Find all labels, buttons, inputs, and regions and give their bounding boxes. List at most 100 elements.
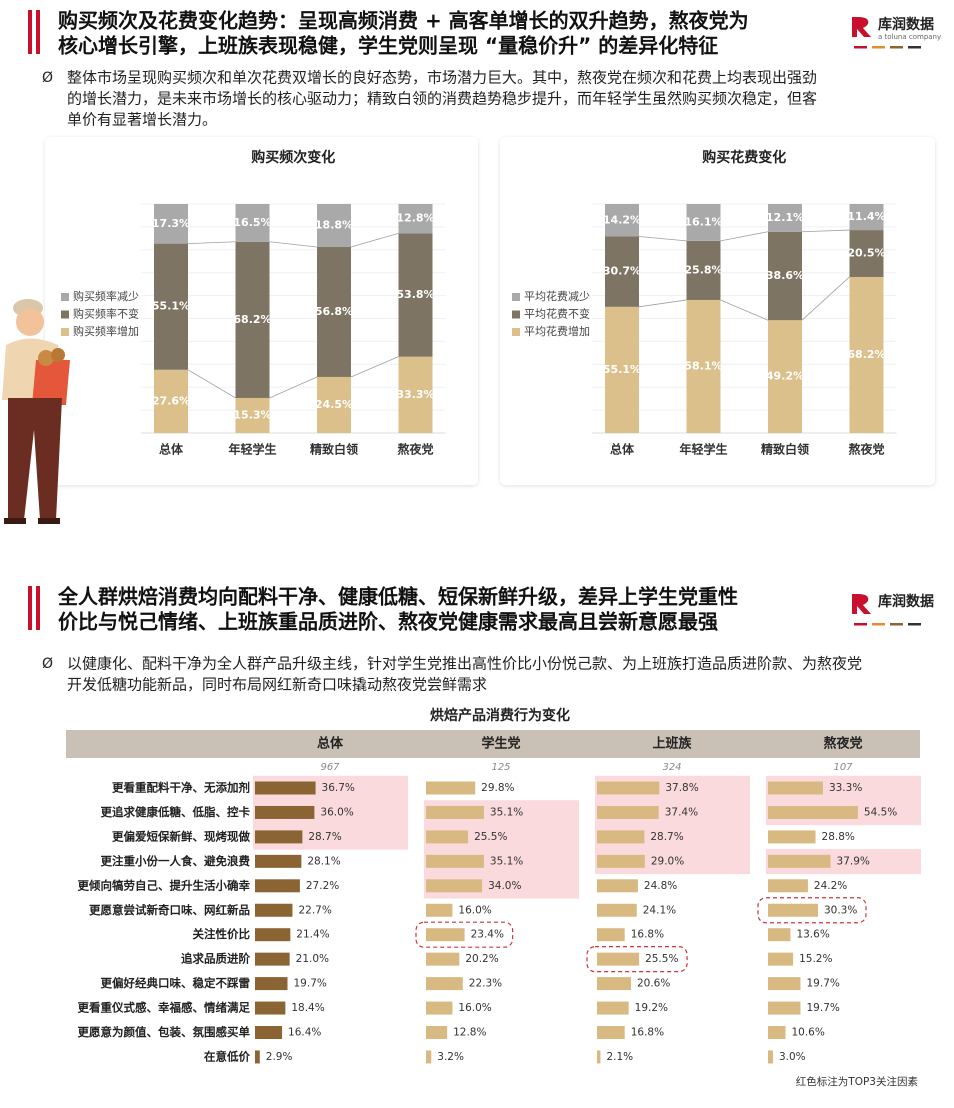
value-label: 19.2% bbox=[635, 1002, 668, 1014]
legend-label: 购买频率增加 bbox=[73, 324, 139, 338]
bar bbox=[426, 952, 460, 966]
illustration bbox=[2, 299, 70, 524]
value-label: 28.1% bbox=[307, 855, 340, 867]
section-title: 核心增长引擎，上班族表现稳健，学生党则呈现 “量稳价升” 的差异化特征 bbox=[58, 34, 718, 58]
sample-size: 324 bbox=[662, 762, 681, 773]
value-label: 24.1% bbox=[643, 904, 676, 916]
value-label: 16.8% bbox=[631, 1027, 664, 1039]
value-label: 16.0% bbox=[458, 1002, 491, 1014]
value-label: 37.9% bbox=[837, 855, 870, 867]
connector bbox=[720, 299, 769, 321]
summary-text: 开发低糖功能新品，同时布局网红新奇口味撬动熬夜党尝鲜需求 bbox=[67, 676, 487, 694]
bar bbox=[255, 952, 290, 966]
bar bbox=[768, 952, 794, 966]
legend-swatch bbox=[512, 293, 520, 301]
legend-swatch bbox=[512, 328, 520, 336]
bar-segment bbox=[686, 240, 721, 300]
logo-dash bbox=[908, 46, 921, 49]
bar bbox=[768, 879, 808, 893]
bar bbox=[255, 1050, 260, 1064]
bar bbox=[255, 879, 300, 893]
value-label: 37.8% bbox=[665, 782, 698, 794]
bar bbox=[768, 805, 858, 819]
value-label: 13.6% bbox=[796, 929, 829, 941]
bar-segment bbox=[398, 356, 433, 433]
logo-icon bbox=[852, 594, 871, 614]
x-tick-label: 年轻学生 bbox=[228, 442, 276, 457]
bar bbox=[426, 854, 484, 868]
row-label: 在意低价 bbox=[204, 1049, 250, 1063]
logo-name: 库润数据 bbox=[878, 593, 934, 610]
accent-bar bbox=[28, 586, 32, 630]
connector bbox=[269, 376, 318, 399]
legend-swatch bbox=[61, 293, 69, 301]
bar-segment bbox=[849, 276, 884, 433]
sample-size: 125 bbox=[491, 762, 510, 773]
value-label: 23.4% bbox=[471, 929, 504, 941]
value-label: 16.8% bbox=[631, 929, 664, 941]
legend-swatch bbox=[61, 310, 69, 319]
value-label: 49.2% bbox=[766, 370, 804, 383]
connector bbox=[350, 356, 399, 378]
legend-label: 平均花费不变 bbox=[524, 307, 590, 321]
value-label: 19.7% bbox=[294, 978, 327, 990]
bar bbox=[426, 830, 469, 844]
value-label: 24.8% bbox=[644, 880, 677, 892]
bar bbox=[255, 781, 316, 795]
value-label: 20.6% bbox=[637, 978, 670, 990]
connector bbox=[801, 229, 850, 233]
value-label: 25.5% bbox=[645, 953, 678, 965]
bar-segment bbox=[768, 231, 802, 321]
bar bbox=[768, 830, 816, 844]
bar bbox=[426, 879, 483, 893]
value-label: 25.5% bbox=[474, 831, 507, 843]
value-label: 12.8% bbox=[453, 1027, 486, 1039]
connector bbox=[187, 369, 236, 399]
bar bbox=[255, 854, 302, 868]
bar bbox=[768, 1050, 773, 1064]
value-label: 12.8% bbox=[396, 212, 434, 225]
logo-dash bbox=[908, 623, 921, 626]
value-label: 37.4% bbox=[665, 806, 698, 818]
bar bbox=[255, 1026, 283, 1039]
row-label: 更愿意为颜值、包装、氛围感买单 bbox=[78, 1025, 251, 1039]
bar bbox=[255, 903, 293, 917]
bar bbox=[426, 781, 476, 795]
value-label: 20.5% bbox=[847, 247, 885, 260]
value-label: 21.4% bbox=[296, 929, 329, 941]
chart-title: 烘焙产品消费行为变化 bbox=[430, 707, 570, 724]
value-label: 36.7% bbox=[322, 782, 355, 794]
x-tick-label: 年轻学生 bbox=[679, 442, 727, 457]
value-label: 38.6% bbox=[766, 269, 804, 282]
bar bbox=[255, 805, 315, 819]
value-label: 28.7% bbox=[308, 831, 341, 843]
connector bbox=[187, 241, 236, 245]
value-label: 17.3% bbox=[152, 217, 190, 230]
value-label: 21.0% bbox=[296, 953, 329, 965]
callout bbox=[757, 897, 867, 924]
bar bbox=[768, 1001, 801, 1015]
bar bbox=[597, 928, 625, 942]
column-header: 学生党 bbox=[481, 736, 520, 752]
bar bbox=[597, 1026, 625, 1039]
value-label: 55.1% bbox=[152, 300, 190, 313]
value-label: 68.2% bbox=[847, 348, 885, 361]
row-label: 更注重小份一人食、避免浪费 bbox=[101, 854, 251, 868]
column-header: 总体 bbox=[317, 736, 344, 752]
chart-title: 购买频次变化 bbox=[251, 149, 335, 166]
bar bbox=[426, 1026, 448, 1039]
section-title: 全人群烘焙消费均向配料干净、健康低糖、短保新鲜升级，差异上学生党重性 bbox=[57, 585, 738, 609]
bar-segment bbox=[154, 204, 188, 244]
value-label: 55.1% bbox=[603, 363, 641, 376]
value-label: 10.6% bbox=[791, 1027, 824, 1039]
value-label: 33.3% bbox=[829, 782, 862, 794]
logo-dash bbox=[854, 623, 867, 626]
accent-bar bbox=[36, 10, 40, 54]
logo-dash bbox=[872, 623, 885, 626]
value-label: 11.4% bbox=[847, 210, 885, 223]
row-label: 更偏爱短保新鲜、现烤现做 bbox=[112, 829, 250, 843]
connector bbox=[269, 241, 318, 248]
value-label: 15.3% bbox=[233, 408, 271, 421]
summary-text: 单价有显著增长潜力。 bbox=[67, 111, 217, 129]
bar-segment bbox=[849, 230, 884, 277]
